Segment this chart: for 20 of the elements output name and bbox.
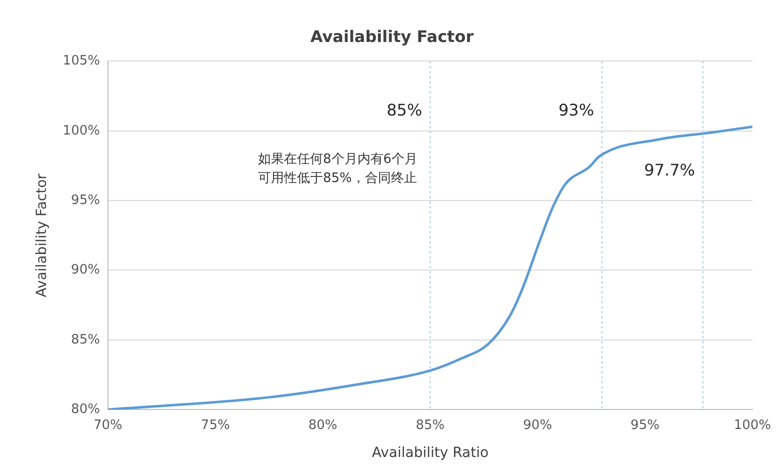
y-tick-label: 80% <box>71 402 100 417</box>
x-tick-label: 75% <box>200 418 230 433</box>
y-tick-label: 100% <box>62 123 100 138</box>
x-tick-label: 100% <box>734 418 772 433</box>
x-tick-label: 80% <box>308 418 338 433</box>
x-tick-label: 95% <box>630 418 660 433</box>
x-tick-label: 70% <box>94 418 122 433</box>
ref-line-label: 85% <box>386 100 422 120</box>
y-tick-label: 95% <box>71 192 100 208</box>
chart-title: Availability Factor <box>310 26 474 46</box>
x-axis-title: Availability Ratio <box>372 445 489 462</box>
y-tick-label: 105% <box>62 54 100 69</box>
y-tick-label: 90% <box>71 262 100 278</box>
ref-line-label: 97.7% <box>644 160 696 180</box>
x-tick-label: 85% <box>416 418 445 433</box>
annotation: 如果在任何8个月内有6个月可用性低于85%，合同终止 <box>258 151 418 188</box>
ref-line-label: 93% <box>558 100 594 120</box>
y-tick-label: 85% <box>71 332 100 348</box>
y-axis-title: Availability Factor <box>34 173 50 298</box>
x-tick-label: 90% <box>523 418 552 433</box>
